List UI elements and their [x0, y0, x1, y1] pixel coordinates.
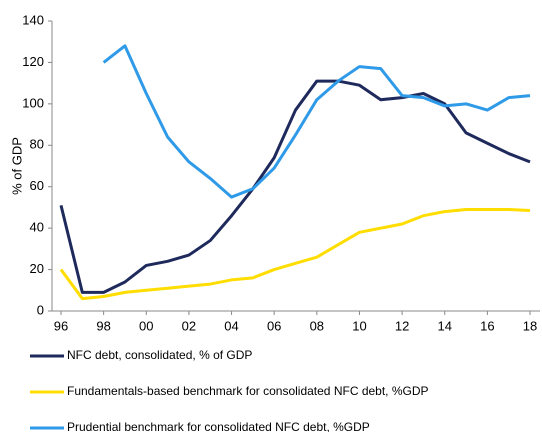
- y-tick-label: 40: [30, 220, 44, 235]
- y-tick-label: 140: [22, 12, 44, 27]
- y-axis-label: % of GDP: [9, 137, 24, 195]
- legend-label: NFC debt, consolidated, % of GDP: [67, 348, 252, 362]
- x-tick-label: 04: [224, 318, 238, 333]
- series-line: [102, 44, 531, 199]
- x-tick-label: 18: [523, 318, 537, 333]
- x-tick-label: 02: [182, 318, 196, 333]
- x-tick-label: 08: [310, 318, 324, 333]
- y-tick-label: 120: [22, 54, 44, 69]
- y-tick-label: 20: [30, 261, 44, 276]
- y-tick-label: 80: [30, 137, 44, 152]
- x-tick-label: 06: [267, 318, 281, 333]
- x-tick-label: 10: [352, 318, 366, 333]
- y-tick-label: 60: [30, 178, 44, 193]
- x-tick-label: 00: [139, 318, 153, 333]
- y-tick-label: 100: [22, 95, 44, 110]
- x-tick-label: 16: [480, 318, 494, 333]
- y-tick-label: 0: [37, 302, 44, 317]
- x-tick-label: 12: [395, 318, 409, 333]
- legend-label: Prudential benchmark for consolidated NF…: [67, 420, 370, 432]
- x-tick-label: 96: [54, 318, 68, 333]
- series-line: [59, 208, 531, 301]
- legend-label: Fundamentals-based benchmark for consoli…: [67, 384, 429, 398]
- x-tick-label: 98: [96, 318, 110, 333]
- x-tick-label: 14: [437, 318, 451, 333]
- series-line: [59, 79, 531, 294]
